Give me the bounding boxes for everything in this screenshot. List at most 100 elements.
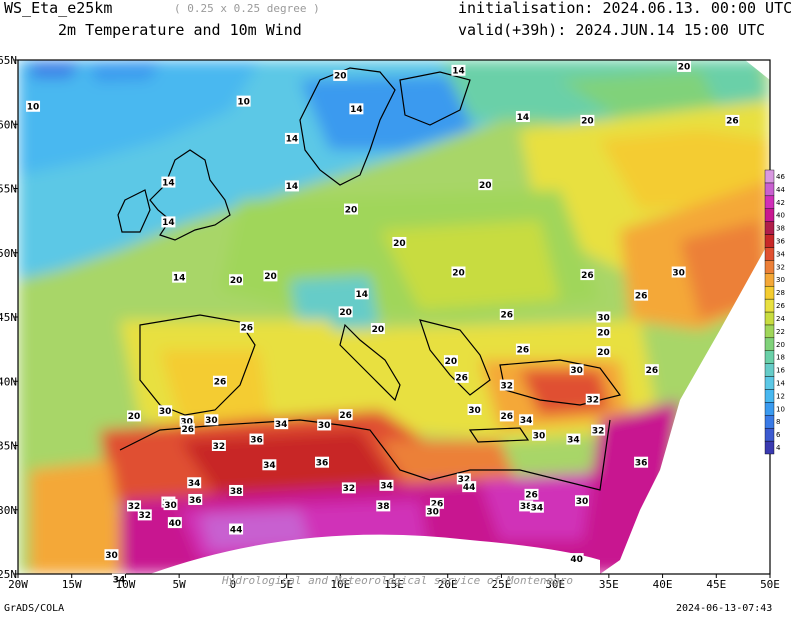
contour-label: 20 xyxy=(345,205,358,215)
contour-label-box xyxy=(344,203,359,215)
colorbar-level-label: 44 xyxy=(776,186,785,194)
colorbar-level-label: 36 xyxy=(776,238,785,246)
colorbar-swatch xyxy=(764,247,775,261)
contour-label: 34 xyxy=(567,435,580,445)
contour-label: 26 xyxy=(581,271,594,281)
contour-label: 20 xyxy=(264,272,277,282)
contour-label-box xyxy=(566,433,581,445)
contour-label-box xyxy=(499,379,514,391)
contour-label-box xyxy=(111,573,126,585)
contour-label-box xyxy=(591,424,606,436)
colorbar-swatch xyxy=(764,234,775,248)
contour-label: 36 xyxy=(635,459,648,469)
colorbar-level-label: 46 xyxy=(776,173,785,181)
lat-tick-label: 35N xyxy=(0,440,17,453)
contour-label: 36 xyxy=(316,459,329,469)
colorbar-level-label: 12 xyxy=(776,392,785,400)
contour-label-box xyxy=(236,95,251,107)
contour-label-box xyxy=(263,270,278,282)
contour-label-box xyxy=(499,308,514,320)
lon-tick-label: 50E xyxy=(760,578,780,591)
contour-label-box xyxy=(229,523,244,535)
colorbar-level-label: 30 xyxy=(776,276,785,284)
contour-label-box xyxy=(172,271,187,283)
colorbar-level-label: 16 xyxy=(776,367,785,375)
contour-label-box xyxy=(596,326,611,338)
colorbar-swatch xyxy=(764,440,775,455)
contour-label: 20 xyxy=(678,63,691,73)
contour-label: 26 xyxy=(455,374,468,384)
lat-tick-label: 60N xyxy=(0,118,17,131)
contour-label: 26 xyxy=(241,324,254,334)
contour-label: 30 xyxy=(468,406,481,416)
contour-label: 26 xyxy=(517,345,530,355)
contour-label-box xyxy=(249,433,264,445)
contour-label: 30 xyxy=(205,416,218,426)
contour-label-box xyxy=(338,409,353,421)
contour-label: 32 xyxy=(586,396,599,406)
contour-label-box xyxy=(274,418,289,430)
colorbar-swatch xyxy=(764,298,775,313)
colorbar-swatch xyxy=(764,208,775,222)
lon-tick-label: 40E xyxy=(653,578,673,591)
lon-tick-label: 0 xyxy=(230,578,237,591)
contour-label-box xyxy=(671,266,686,278)
colorbar-legend: 4681012141618202224262830323436384042444… xyxy=(764,169,785,455)
contour-label: 20 xyxy=(581,117,594,127)
contour-label-box xyxy=(137,509,152,521)
temperature-field xyxy=(18,60,770,574)
contour-label-box xyxy=(163,499,178,511)
latitude-axis: 65N 60N 55N 50N 45N 40N 35N 30N 25N xyxy=(0,54,18,581)
contour-label: 30 xyxy=(180,417,193,427)
contour-label: 14 xyxy=(356,290,369,300)
colorbar-swatch xyxy=(764,376,775,390)
contour-label-box xyxy=(519,500,534,512)
contour-label-box xyxy=(634,289,649,301)
colorbar-level-label: 10 xyxy=(776,405,785,413)
contour-label-box xyxy=(229,484,244,496)
contour-label: 26 xyxy=(501,311,514,321)
contour-label: 36 xyxy=(250,435,263,445)
contour-label: 34 xyxy=(380,482,393,492)
contour-label: 34 xyxy=(275,420,288,430)
contour-label: 30 xyxy=(164,501,177,511)
contour-label-box xyxy=(315,456,330,468)
contour-label-box xyxy=(451,266,466,278)
contour-label-box xyxy=(370,323,385,335)
contour-label: 26 xyxy=(525,491,538,501)
contour-label: 32 xyxy=(501,381,514,391)
contour-label-box xyxy=(467,404,482,416)
contour-label: 26 xyxy=(339,411,352,421)
contour-label-box xyxy=(596,311,611,323)
lon-tick-label: 35E xyxy=(599,578,619,591)
contour-label-box xyxy=(284,180,299,192)
contour-label-box xyxy=(634,456,649,468)
lon-tick-label: 10W xyxy=(115,578,135,591)
contour-label: 14 xyxy=(452,67,465,77)
contour-label: 32 xyxy=(592,426,605,436)
contour-label: 38 xyxy=(230,487,243,497)
contour-label: 36 xyxy=(189,496,202,506)
contour-label: 34 xyxy=(188,479,201,489)
contour-label: 34 xyxy=(263,461,276,471)
contour-label-box xyxy=(524,488,539,500)
contour-label-box xyxy=(127,500,142,512)
contour-label: 26 xyxy=(181,425,194,435)
contour-label-box xyxy=(179,415,194,427)
contour-label: 14 xyxy=(162,178,175,188)
lon-tick-label: 20W xyxy=(8,578,28,591)
contour-label-box xyxy=(158,405,173,417)
contour-label-box xyxy=(569,553,584,565)
contour-label-box xyxy=(379,479,394,491)
contour-label-box xyxy=(529,501,544,513)
colorbar-swatch xyxy=(764,363,775,377)
colorbar-swatch xyxy=(764,389,775,403)
contour-label-box xyxy=(392,236,407,248)
contour-label: 20 xyxy=(452,268,465,278)
lat-tick-label: 65N xyxy=(0,54,17,67)
contour-label-box xyxy=(239,321,254,333)
colorbar-swatch xyxy=(764,427,775,442)
contour-label-box xyxy=(204,414,219,426)
contour-label-box xyxy=(456,473,471,485)
